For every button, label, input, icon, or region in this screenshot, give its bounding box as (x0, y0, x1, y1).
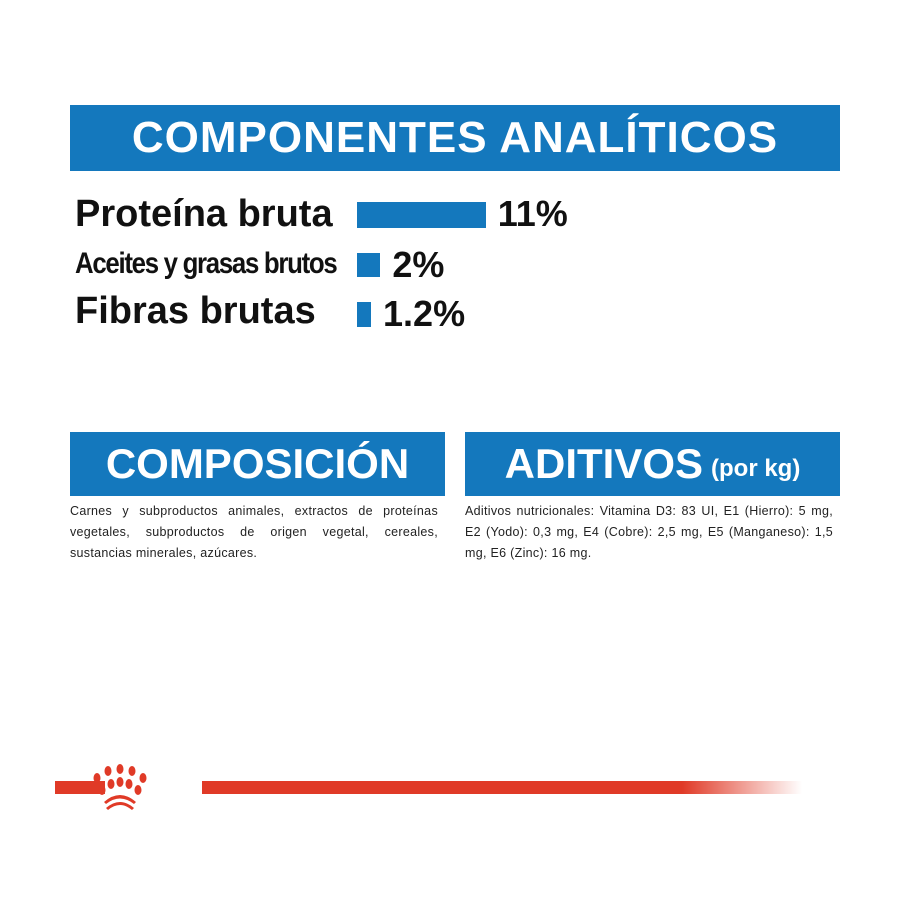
fiber-label: Fibras brutas (75, 290, 316, 332)
brand-footer (55, 764, 802, 810)
fat-label: Aceites y grasas brutos (75, 247, 338, 280)
red-line-left (55, 781, 105, 794)
additives-text: Aditivos nutricionales: Vitamina D3: 83 … (465, 504, 833, 560)
protein-bar (357, 202, 486, 228)
protein-label: Proteína bruta (75, 193, 333, 235)
fiber-bar (357, 302, 372, 327)
fat-bar (357, 253, 381, 277)
royal-canin-crown-icon (93, 764, 147, 810)
fat-value: 2% (392, 244, 445, 285)
additives-header: ADITIVOS (por kg) (465, 432, 840, 496)
composition-title: COMPOSICIÓN (105, 440, 410, 487)
additives-unit: (por kg) (711, 455, 801, 482)
composition-header: COMPOSICIÓN (70, 432, 445, 496)
red-line-right (202, 781, 802, 794)
composition-text: Carnes y subproductos animales, extracto… (70, 504, 438, 560)
analytic-components-header: COMPONENTES ANALÍTICOS (70, 105, 840, 171)
protein-value: 11% (497, 193, 568, 234)
additives-title: ADITIVOS (504, 440, 704, 487)
fiber-value: 1.2% (383, 293, 466, 334)
